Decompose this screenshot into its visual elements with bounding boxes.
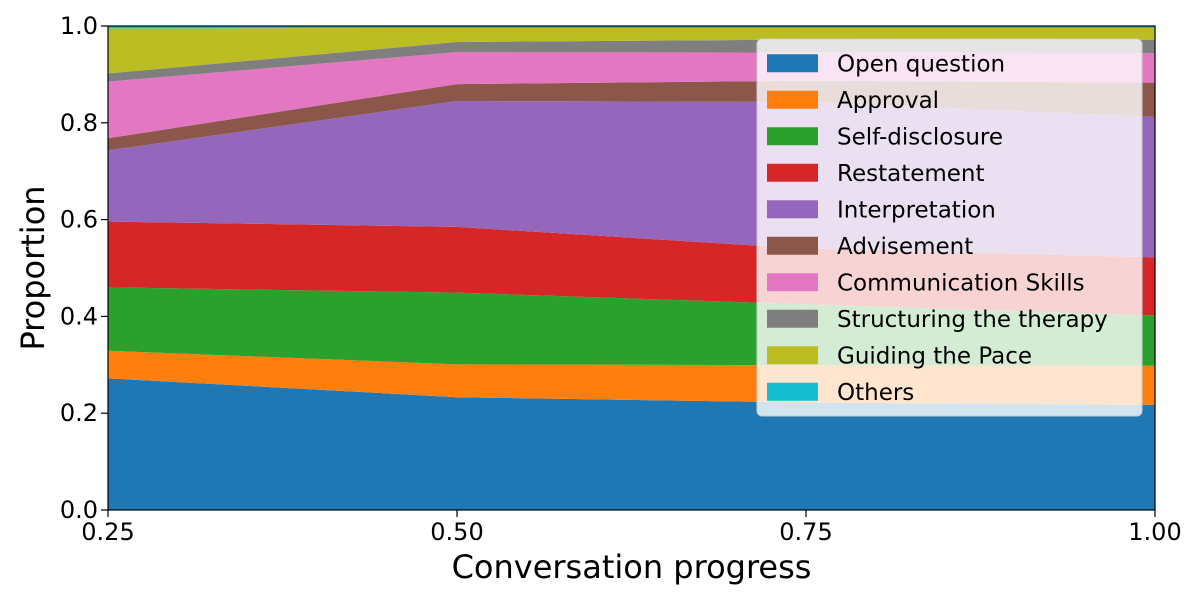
y-axis: 0.0 0.2 0.4 0.6 0.8 1.0 — [60, 12, 108, 524]
legend-label: Approval — [837, 88, 939, 114]
legend: Open question Approval Self-disclosure Rest… — [756, 38, 1143, 417]
legend-swatch — [767, 236, 818, 255]
legend-label: Guiding the Pace — [837, 343, 1032, 369]
legend-swatch — [767, 127, 818, 146]
legend-label: Others — [837, 380, 914, 406]
legend-swatch — [767, 309, 818, 328]
x-tick-label: 1.00 — [1128, 518, 1181, 546]
legend-label: Self-disclosure — [837, 124, 1003, 150]
y-tick-label: 0.6 — [60, 206, 98, 234]
plot-frame — [107, 25, 1156, 511]
legend-swatch — [767, 273, 818, 292]
legend-label: Structuring the therapy — [837, 307, 1108, 333]
legend-label: Interpretation — [837, 197, 996, 223]
legend-swatch — [767, 54, 818, 73]
legend-swatch — [767, 346, 818, 365]
legend-label: Advisement — [837, 234, 973, 260]
x-axis: 0.25 0.50 0.75 1.00 — [81, 510, 1182, 546]
y-tick-label: 0.8 — [60, 109, 98, 137]
legend-swatch — [767, 163, 818, 182]
legend-label: Open question — [837, 51, 1005, 77]
y-tick-label: 0.2 — [60, 399, 98, 427]
area-9 — [108, 26, 1155, 29]
y-tick-label: 0.4 — [60, 302, 98, 330]
y-tick-label: 0.0 — [60, 496, 98, 524]
x-tick-label: 0.75 — [779, 518, 832, 546]
legend-label: Restatement — [837, 161, 985, 187]
legend-label: Communication Skills — [837, 270, 1085, 296]
legend-box — [756, 38, 1143, 417]
x-tick-label: 0.25 — [81, 518, 134, 546]
y-tick-label: 1.0 — [60, 12, 98, 40]
y-axis-label: Proportion — [14, 185, 52, 350]
legend-swatch — [767, 200, 818, 219]
legend-swatch — [767, 90, 818, 109]
legend-swatch — [767, 382, 818, 401]
x-axis-label: Conversation progress — [452, 548, 812, 586]
x-tick-label: 0.50 — [430, 518, 483, 546]
